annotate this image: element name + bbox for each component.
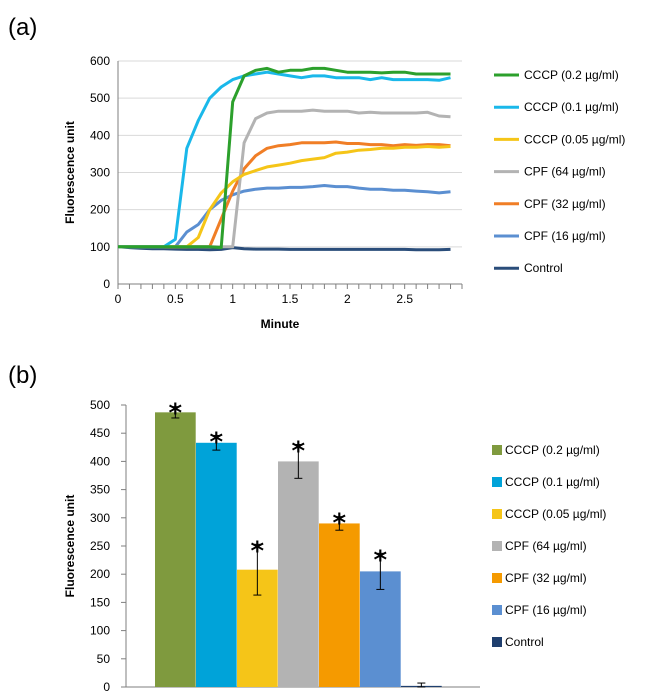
significance-star: * xyxy=(251,536,265,566)
legend-swatch xyxy=(492,509,502,519)
y-tick-label: 300 xyxy=(90,166,110,180)
series-line xyxy=(118,66,451,250)
series-line xyxy=(118,184,451,249)
legend-label: Control xyxy=(505,635,544,649)
y-tick-label: 350 xyxy=(90,483,110,497)
significance-star: * xyxy=(292,436,306,466)
legend-swatch xyxy=(492,477,502,487)
legend-swatch xyxy=(492,605,502,615)
significance-star: * xyxy=(374,545,388,575)
y-tick-label: 250 xyxy=(90,539,110,553)
panel-a-label: (a) xyxy=(8,14,37,41)
y-tick-label: 150 xyxy=(90,595,110,609)
significance-star: * xyxy=(210,427,224,457)
y-tick-label: 200 xyxy=(90,203,110,217)
legend-label: CCCP (0.1 µg/ml) xyxy=(524,100,619,114)
y-tick-label: 0 xyxy=(103,680,110,693)
x-tick-label: 2 xyxy=(344,292,351,306)
series-line xyxy=(117,245,451,252)
x-tick-label: 0 xyxy=(115,292,122,306)
y-tick-label: 600 xyxy=(90,54,110,68)
legend-label: CCCP (0.1 µg/ml) xyxy=(505,475,600,489)
panel-b-bar-chart: (b) 0 50 100 150 200 250 300 350 400 450 500 Fluores… xyxy=(8,362,606,693)
legend-label: CCCP (0.2 µg/ml) xyxy=(505,443,600,457)
bar xyxy=(196,442,237,687)
bar xyxy=(278,461,319,687)
x-tick-label: 1 xyxy=(229,292,236,306)
legend-label: CPF (64 µg/ml) xyxy=(524,165,606,179)
legend-label: CCCP (0.05 µg/ml) xyxy=(505,507,606,521)
legend-swatch xyxy=(492,573,502,583)
bar xyxy=(319,523,360,687)
x-tick-label: 1.5 xyxy=(282,292,299,306)
y-tick-label: 400 xyxy=(90,454,110,468)
panel-b-label: (b) xyxy=(8,362,37,389)
legend-swatch xyxy=(492,445,502,455)
y-tick-label: 500 xyxy=(90,91,110,105)
legend-swatch xyxy=(492,637,502,647)
y-tick-label: 50 xyxy=(97,652,111,666)
y-axis-title: Fluorescence unit xyxy=(63,121,77,224)
panel-a-line-chart: (a) 0 100 200 300 400 500 600 0 0.5 1 1.5 2 2.5 Minute… xyxy=(8,14,625,331)
legend-label: CPF (32 µg/ml) xyxy=(505,571,587,585)
x-tick-label: 0.5 xyxy=(167,292,184,306)
y-tick-label: 400 xyxy=(90,128,110,142)
series-line xyxy=(118,145,451,249)
legend-swatch xyxy=(492,541,502,551)
significance-star: * xyxy=(333,509,347,539)
legend-label: Control xyxy=(524,261,563,275)
x-tick-label: 2.5 xyxy=(396,292,413,306)
legend-label: CPF (64 µg/ml) xyxy=(505,539,587,553)
bar xyxy=(155,412,196,687)
y-axis-title: Fluorescence unit xyxy=(63,495,77,598)
y-tick-label: 300 xyxy=(90,511,110,525)
legend-label: CCCP (0.05 µg/ml) xyxy=(524,132,625,146)
series-line xyxy=(118,108,451,249)
y-tick-label: 0 xyxy=(103,277,110,291)
x-axis-title: Minute xyxy=(261,317,300,331)
series-line xyxy=(118,70,451,249)
series-line xyxy=(118,140,451,249)
legend-label: CPF (16 µg/ml) xyxy=(524,229,606,243)
y-tick-label: 100 xyxy=(90,240,110,254)
y-tick-label: 100 xyxy=(90,624,110,638)
legend-label: CPF (16 µg/ml) xyxy=(505,603,587,617)
legend-label: CCCP (0.2 µg/ml) xyxy=(524,68,619,82)
legend-label: CPF (32 µg/ml) xyxy=(524,197,606,211)
y-tick-label: 500 xyxy=(90,398,110,412)
y-tick-label: 200 xyxy=(90,567,110,581)
y-tick-label: 450 xyxy=(90,426,110,440)
significance-star: * xyxy=(169,399,183,429)
bar xyxy=(360,571,401,687)
